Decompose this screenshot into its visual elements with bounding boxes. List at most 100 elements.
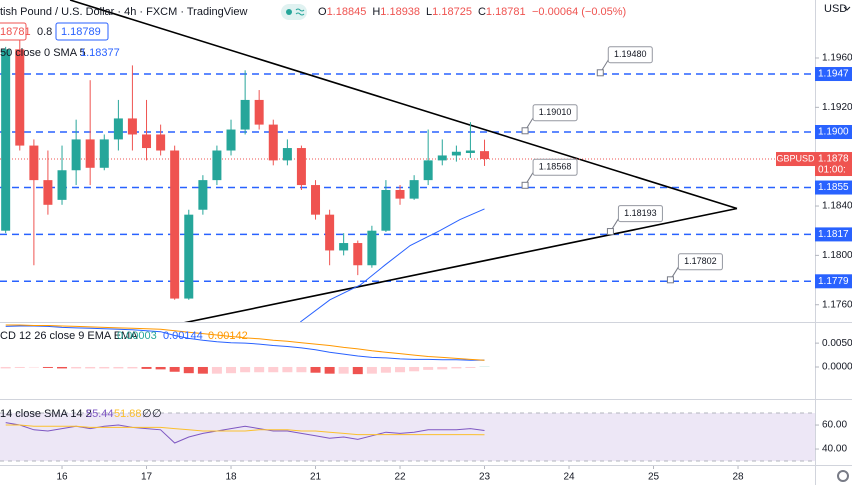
macd-hist-value: 0.00003 <box>117 330 157 342</box>
callout-point <box>521 127 529 135</box>
callout-box <box>532 158 578 176</box>
candle-body <box>43 180 53 205</box>
candle-body <box>325 214 335 251</box>
y-tick-label: 1.1920 <box>822 102 852 113</box>
y-axis: 0.0050 0.0000 <box>815 338 852 373</box>
candle-body <box>15 49 25 146</box>
rsi-value: 55.44 <box>86 408 114 420</box>
candle-body <box>29 145 39 181</box>
rsi-line <box>5 422 485 444</box>
candle-body <box>423 160 433 181</box>
callout-box <box>677 253 723 271</box>
histogram-bar <box>338 366 349 374</box>
histogram-bar <box>240 366 251 373</box>
level-label: 1.1947 <box>818 69 849 80</box>
histogram-bar <box>85 366 96 369</box>
histogram-bar <box>366 366 377 374</box>
histogram-bar <box>437 366 448 370</box>
candle-body <box>57 170 67 200</box>
y-tick-label: 0.0050 <box>822 338 852 349</box>
candle-body <box>71 139 81 171</box>
ohlc-value: 1.18845 <box>327 6 367 18</box>
macd-value: 0.00144 <box>163 330 203 342</box>
histogram-bar <box>282 366 293 373</box>
sell-price: 18781 <box>0 26 31 38</box>
plot-layers: 1.19480 1.19010 1.18568 1.18193 1.17802 <box>0 0 815 462</box>
histogram-bar <box>409 366 420 372</box>
candle-body <box>381 189 391 231</box>
callout-label: 1.18193 <box>624 208 657 218</box>
callout-point <box>606 228 614 236</box>
y-tick-label: 1.1800 <box>822 250 852 261</box>
callout-label: 1.18568 <box>539 162 572 172</box>
candle-body <box>395 189 405 199</box>
y-tick-label: 40.00 <box>822 444 847 455</box>
histogram-bar <box>451 366 462 369</box>
histogram-bar <box>352 366 363 375</box>
y-tick-label: 0.0000 <box>822 362 852 373</box>
level-label-box <box>815 67 852 82</box>
candle-body <box>142 134 152 149</box>
callout-label: 1.19480 <box>614 49 647 59</box>
ohlc-value: 1.18938 <box>380 6 420 18</box>
candle-body <box>268 124 278 161</box>
candle-body <box>170 150 180 299</box>
histogram-bar <box>465 366 476 368</box>
histogram-bar <box>99 366 110 369</box>
macd-line <box>5 325 485 361</box>
callout-point <box>666 276 674 284</box>
rsi-pane <box>0 412 815 462</box>
signal-value: 0.00142 <box>208 330 248 342</box>
histogram-bar <box>296 366 307 373</box>
macd-line <box>5 324 485 361</box>
callout-label: 1.19010 <box>539 107 572 117</box>
histogram-bar <box>169 366 180 372</box>
histogram-bar <box>155 366 166 370</box>
level-label: 1.1779 <box>818 276 849 287</box>
symbol-box <box>776 152 815 167</box>
histogram-bar <box>324 366 335 374</box>
ohlc-value: 1.18725 <box>432 6 472 18</box>
histogram-bar <box>42 366 53 368</box>
candle-body <box>296 148 306 186</box>
callout-box <box>532 104 578 122</box>
histogram-bar <box>14 366 25 368</box>
candle-body <box>367 230 377 266</box>
price-labels: 1.1947 1.1900 1.1855 1.1817 1.1779 1.187801:0… <box>776 67 852 289</box>
histogram-bar <box>0 366 11 369</box>
sma-value: 1.18377 <box>80 47 120 59</box>
change: −0.00064 (−0.05%) <box>532 6 626 18</box>
macd-legend: CD 12 26 close 9 EMA EMA <box>0 330 138 342</box>
na-value: ∅ <box>152 408 162 420</box>
x-tick-label: 16 <box>56 472 68 483</box>
y-axis: 60.00 40.00 <box>815 420 847 455</box>
rsi-band <box>0 413 815 462</box>
histogram-bar <box>423 366 434 370</box>
histogram-bar <box>226 366 237 374</box>
histogram-bar <box>113 366 124 369</box>
candle-body <box>353 243 363 266</box>
histogram-bar <box>183 366 194 374</box>
candle-body <box>451 151 461 156</box>
currency-dropdown[interactable] <box>843 6 851 11</box>
settings-icon[interactable] <box>837 470 849 482</box>
ohlc-value: 1.18781 <box>486 6 526 18</box>
current-price-label-sub: 01:00: <box>818 165 846 176</box>
y-tick-label: 1.1960 <box>822 53 852 64</box>
x-tick-label: 18 <box>225 472 237 483</box>
candle-body <box>198 180 208 210</box>
trendline <box>183 207 738 322</box>
histogram-bar <box>71 366 82 369</box>
status-dot <box>286 9 292 15</box>
currency[interactable]: USD <box>824 3 847 15</box>
histogram-bar <box>141 366 152 369</box>
rsi-legend: 14 close SMA 14 2 <box>0 408 92 420</box>
ohlc-values: O1.18845 H1.18938 L1.18725 C1.18781 <box>318 6 526 18</box>
histogram-bar <box>57 366 68 369</box>
histogram-bar <box>211 366 222 374</box>
callout-box <box>617 205 663 223</box>
candle-body <box>339 243 349 251</box>
na-value: ∅ <box>142 408 152 420</box>
candle-body <box>240 99 250 130</box>
